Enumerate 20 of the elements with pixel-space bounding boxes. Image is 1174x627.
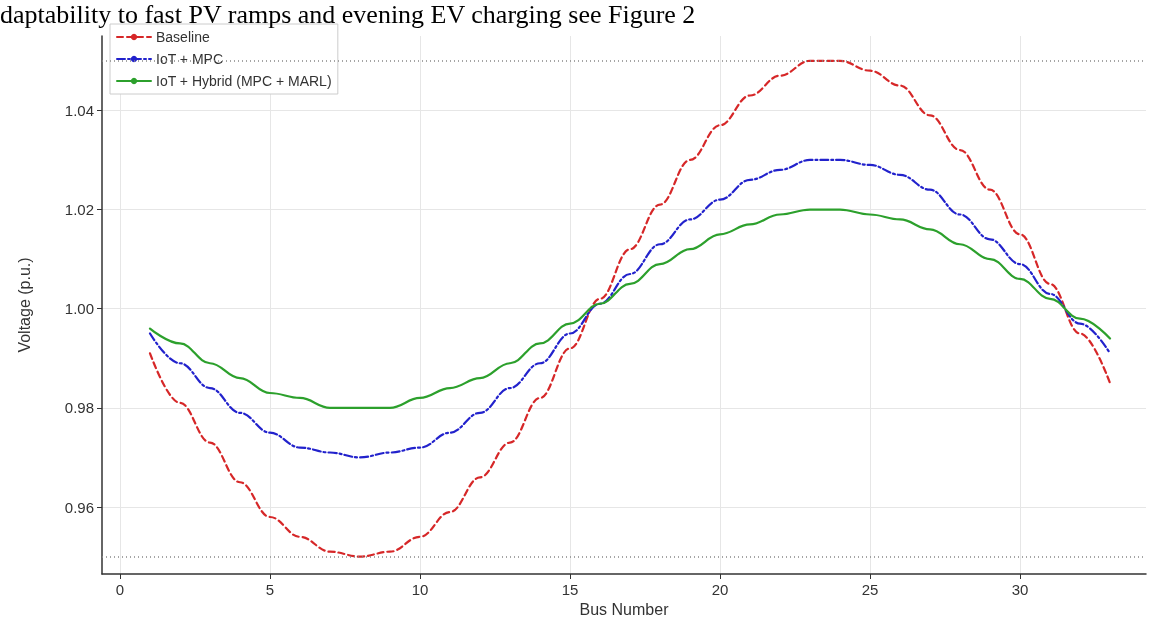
y-axis-title: Voltage (p.u.) — [15, 257, 33, 353]
x-tick-label: 15 — [561, 581, 579, 598]
line-series — [148, 158, 1112, 459]
x-axis-title: Bus Number — [579, 601, 670, 619]
y-tick-label: 0.98 — [64, 399, 94, 417]
y-tick-label: 1.04 — [64, 101, 94, 119]
x-tick-label: 5 — [265, 581, 275, 598]
y-tick-label: 0.96 — [64, 498, 94, 516]
line-series — [148, 208, 1112, 409]
x-tick-label: 25 — [861, 581, 879, 598]
y-tick-label: 1.02 — [64, 201, 94, 219]
text: daptability to fast PV ramps and evening EV charging see Figure 2 — [0, 0, 696, 30]
legend-label: IoT + Hybrid (MPC + MARL) — [156, 73, 332, 89]
x-tick-label: 10 — [411, 581, 429, 598]
legend-label: IoT + MPC — [156, 51, 224, 67]
x-tick-label: 30 — [1011, 581, 1029, 598]
y-tick-label: 1.00 — [64, 300, 94, 318]
legend-label: Baseline — [156, 29, 210, 45]
x-tick-label: 0 — [115, 581, 125, 598]
x-tick-label: 20 — [711, 581, 729, 598]
